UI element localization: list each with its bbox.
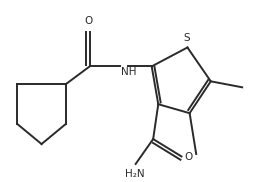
Text: NH: NH	[121, 67, 136, 77]
Text: H₂N: H₂N	[125, 169, 145, 179]
Text: O: O	[184, 152, 192, 162]
Text: O: O	[84, 16, 92, 26]
Text: S: S	[183, 33, 190, 43]
